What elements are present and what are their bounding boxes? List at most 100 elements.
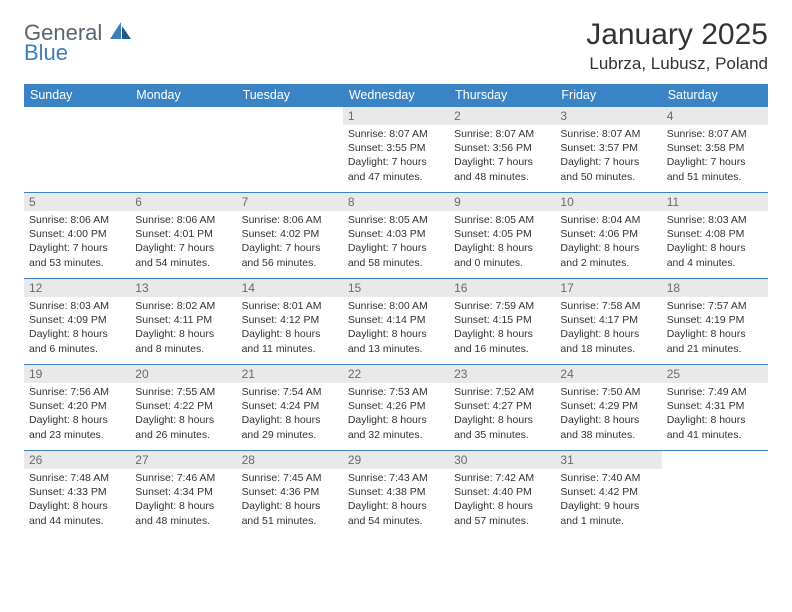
weekday-header: Wednesday bbox=[343, 84, 449, 107]
calendar-day-cell: 28 Sunrise: 7:45 AMSunset: 4:36 PMDayligh… bbox=[237, 451, 343, 537]
day-number: 4 bbox=[662, 107, 768, 125]
calendar-day-cell: 12 Sunrise: 8:03 AMSunset: 4:09 PMDayligh… bbox=[24, 279, 130, 365]
calendar-day-cell: 10Sunrise: 8:04 AMSunset: 4:06 PMDayligh… bbox=[555, 193, 661, 279]
logo-text: General Blue bbox=[24, 22, 132, 64]
day-number: 28 bbox=[237, 451, 343, 469]
calendar-day-cell: 29 Sunrise: 7:43 AMSunset: 4:38 PMDayligh… bbox=[343, 451, 449, 537]
day-number: 14 bbox=[237, 279, 343, 297]
day-number: 12 bbox=[24, 279, 130, 297]
day-number: 30 bbox=[449, 451, 555, 469]
day-detail-text: Sunrise: 8:03 AMSunset: 4:09 PMDaylight:… bbox=[24, 299, 130, 356]
day-detail-text: Sunrise: 8:06 AMSunset: 4:02 PMDaylight:… bbox=[237, 213, 343, 270]
calendar-day-cell: 3 Sunrise: 8:07 AMSunset: 3:57 PMDaylight… bbox=[555, 107, 661, 193]
day-number: 19 bbox=[24, 365, 130, 383]
calendar-day-cell: 18Sunrise: 7:57 AMSunset: 4:19 PMDayligh… bbox=[662, 279, 768, 365]
location-text: Lubrza, Lubusz, Poland bbox=[586, 54, 768, 74]
day-number: 21 bbox=[237, 365, 343, 383]
day-detail-text: Sunrise: 7:40 AMSunset: 4:42 PMDaylight:… bbox=[555, 471, 661, 528]
day-number: 17 bbox=[555, 279, 661, 297]
calendar-page: General Blue January 2025 Lubrza, Lubusz… bbox=[0, 0, 792, 555]
calendar-day-cell bbox=[24, 107, 130, 193]
day-number: 2 bbox=[449, 107, 555, 125]
weekday-header: Saturday bbox=[662, 84, 768, 107]
day-detail-text: Sunrise: 8:07 AMSunset: 3:55 PMDaylight:… bbox=[343, 127, 449, 184]
day-detail-text: Sunrise: 8:02 AMSunset: 4:11 PMDaylight:… bbox=[130, 299, 236, 356]
day-number: 10 bbox=[555, 193, 661, 211]
calendar-day-cell: 7 Sunrise: 8:06 AMSunset: 4:02 PMDaylight… bbox=[237, 193, 343, 279]
calendar-day-cell: 31 Sunrise: 7:40 AMSunset: 4:42 PMDayligh… bbox=[555, 451, 661, 537]
weekday-header: Monday bbox=[130, 84, 236, 107]
calendar-day-cell: 15 Sunrise: 8:00 AMSunset: 4:14 PMDayligh… bbox=[343, 279, 449, 365]
logo: General Blue bbox=[24, 18, 132, 64]
day-number: 3 bbox=[555, 107, 661, 125]
day-number: 5 bbox=[24, 193, 130, 211]
page-header: General Blue January 2025 Lubrza, Lubusz… bbox=[24, 18, 768, 74]
calendar-day-cell: 11 Sunrise: 8:03 AMSunset: 4:08 PMDayligh… bbox=[662, 193, 768, 279]
day-detail-text: Sunrise: 7:56 AMSunset: 4:20 PMDaylight:… bbox=[24, 385, 130, 442]
month-title: January 2025 bbox=[586, 18, 768, 52]
day-detail-text: Sunrise: 8:01 AMSunset: 4:12 PMDaylight:… bbox=[237, 299, 343, 356]
day-number: 15 bbox=[343, 279, 449, 297]
day-detail-text: Sunrise: 7:42 AMSunset: 4:40 PMDaylight:… bbox=[449, 471, 555, 528]
day-detail-text: Sunrise: 7:58 AMSunset: 4:17 PMDaylight:… bbox=[555, 299, 661, 356]
day-detail-text: Sunrise: 7:48 AMSunset: 4:33 PMDaylight:… bbox=[24, 471, 130, 528]
day-number: 9 bbox=[449, 193, 555, 211]
calendar-day-cell: 26 Sunrise: 7:48 AMSunset: 4:33 PMDayligh… bbox=[24, 451, 130, 537]
day-number: 23 bbox=[449, 365, 555, 383]
day-number: 20 bbox=[130, 365, 236, 383]
day-number: 29 bbox=[343, 451, 449, 469]
weekday-header: Tuesday bbox=[237, 84, 343, 107]
day-number: 26 bbox=[24, 451, 130, 469]
day-detail-text: Sunrise: 7:46 AMSunset: 4:34 PMDaylight:… bbox=[130, 471, 236, 528]
day-number: 31 bbox=[555, 451, 661, 469]
day-detail-text: Sunrise: 8:07 AMSunset: 3:57 PMDaylight:… bbox=[555, 127, 661, 184]
calendar-week-row: 12 Sunrise: 8:03 AMSunset: 4:09 PMDayligh… bbox=[24, 279, 768, 365]
day-number: 24 bbox=[555, 365, 661, 383]
day-detail-text: Sunrise: 8:06 AMSunset: 4:00 PMDaylight:… bbox=[24, 213, 130, 270]
day-detail-text: Sunrise: 7:50 AMSunset: 4:29 PMDaylight:… bbox=[555, 385, 661, 442]
day-number: 11 bbox=[662, 193, 768, 211]
calendar-day-cell: 30 Sunrise: 7:42 AMSunset: 4:40 PMDayligh… bbox=[449, 451, 555, 537]
calendar-body: 1 Sunrise: 8:07 AMSunset: 3:55 PMDaylight… bbox=[24, 107, 768, 537]
calendar-week-row: 26 Sunrise: 7:48 AMSunset: 4:33 PMDayligh… bbox=[24, 451, 768, 537]
day-number: 1 bbox=[343, 107, 449, 125]
day-detail-text: Sunrise: 7:49 AMSunset: 4:31 PMDaylight:… bbox=[662, 385, 768, 442]
day-detail-text: Sunrise: 7:53 AMSunset: 4:26 PMDaylight:… bbox=[343, 385, 449, 442]
day-detail-text: Sunrise: 8:07 AMSunset: 3:56 PMDaylight:… bbox=[449, 127, 555, 184]
calendar-day-cell: 2 Sunrise: 8:07 AMSunset: 3:56 PMDaylight… bbox=[449, 107, 555, 193]
day-number: 16 bbox=[449, 279, 555, 297]
calendar-day-cell: 16Sunrise: 7:59 AMSunset: 4:15 PMDayligh… bbox=[449, 279, 555, 365]
day-detail-text: Sunrise: 7:57 AMSunset: 4:19 PMDaylight:… bbox=[662, 299, 768, 356]
logo-line2: Blue bbox=[24, 42, 132, 64]
calendar-day-cell: 19 Sunrise: 7:56 AMSunset: 4:20 PMDayligh… bbox=[24, 365, 130, 451]
day-detail-text: Sunrise: 8:07 AMSunset: 3:58 PMDaylight:… bbox=[662, 127, 768, 184]
calendar-day-cell: 6Sunrise: 8:06 AMSunset: 4:01 PMDaylight… bbox=[130, 193, 236, 279]
calendar-day-cell: 1 Sunrise: 8:07 AMSunset: 3:55 PMDaylight… bbox=[343, 107, 449, 193]
calendar-day-cell: 4 Sunrise: 8:07 AMSunset: 3:58 PMDaylight… bbox=[662, 107, 768, 193]
day-detail-text: Sunrise: 7:52 AMSunset: 4:27 PMDaylight:… bbox=[449, 385, 555, 442]
day-detail-text: Sunrise: 8:05 AMSunset: 4:05 PMDaylight:… bbox=[449, 213, 555, 270]
calendar-day-cell: 27 Sunrise: 7:46 AMSunset: 4:34 PMDayligh… bbox=[130, 451, 236, 537]
weekday-header: Sunday bbox=[24, 84, 130, 107]
day-number: 8 bbox=[343, 193, 449, 211]
calendar-day-cell: 21Sunrise: 7:54 AMSunset: 4:24 PMDayligh… bbox=[237, 365, 343, 451]
day-detail-text: Sunrise: 7:43 AMSunset: 4:38 PMDaylight:… bbox=[343, 471, 449, 528]
day-detail-text: Sunrise: 8:03 AMSunset: 4:08 PMDaylight:… bbox=[662, 213, 768, 270]
day-number: 27 bbox=[130, 451, 236, 469]
title-block: January 2025 Lubrza, Lubusz, Poland bbox=[586, 18, 768, 74]
calendar-day-cell: 22 Sunrise: 7:53 AMSunset: 4:26 PMDayligh… bbox=[343, 365, 449, 451]
day-number: 22 bbox=[343, 365, 449, 383]
day-detail-text: Sunrise: 8:00 AMSunset: 4:14 PMDaylight:… bbox=[343, 299, 449, 356]
calendar-day-cell bbox=[237, 107, 343, 193]
calendar-header-row: SundayMondayTuesdayWednesdayThursdayFrid… bbox=[24, 84, 768, 107]
calendar-day-cell: 24 Sunrise: 7:50 AMSunset: 4:29 PMDayligh… bbox=[555, 365, 661, 451]
calendar-week-row: 5 Sunrise: 8:06 AMSunset: 4:00 PMDaylight… bbox=[24, 193, 768, 279]
weekday-header: Friday bbox=[555, 84, 661, 107]
day-number: 7 bbox=[237, 193, 343, 211]
day-detail-text: Sunrise: 7:45 AMSunset: 4:36 PMDaylight:… bbox=[237, 471, 343, 528]
day-detail-text: Sunrise: 8:05 AMSunset: 4:03 PMDaylight:… bbox=[343, 213, 449, 270]
day-number: 13 bbox=[130, 279, 236, 297]
calendar-day-cell: 17 Sunrise: 7:58 AMSunset: 4:17 PMDayligh… bbox=[555, 279, 661, 365]
calendar-day-cell: 14 Sunrise: 8:01 AMSunset: 4:12 PMDayligh… bbox=[237, 279, 343, 365]
calendar-day-cell: 13 Sunrise: 8:02 AMSunset: 4:11 PMDayligh… bbox=[130, 279, 236, 365]
